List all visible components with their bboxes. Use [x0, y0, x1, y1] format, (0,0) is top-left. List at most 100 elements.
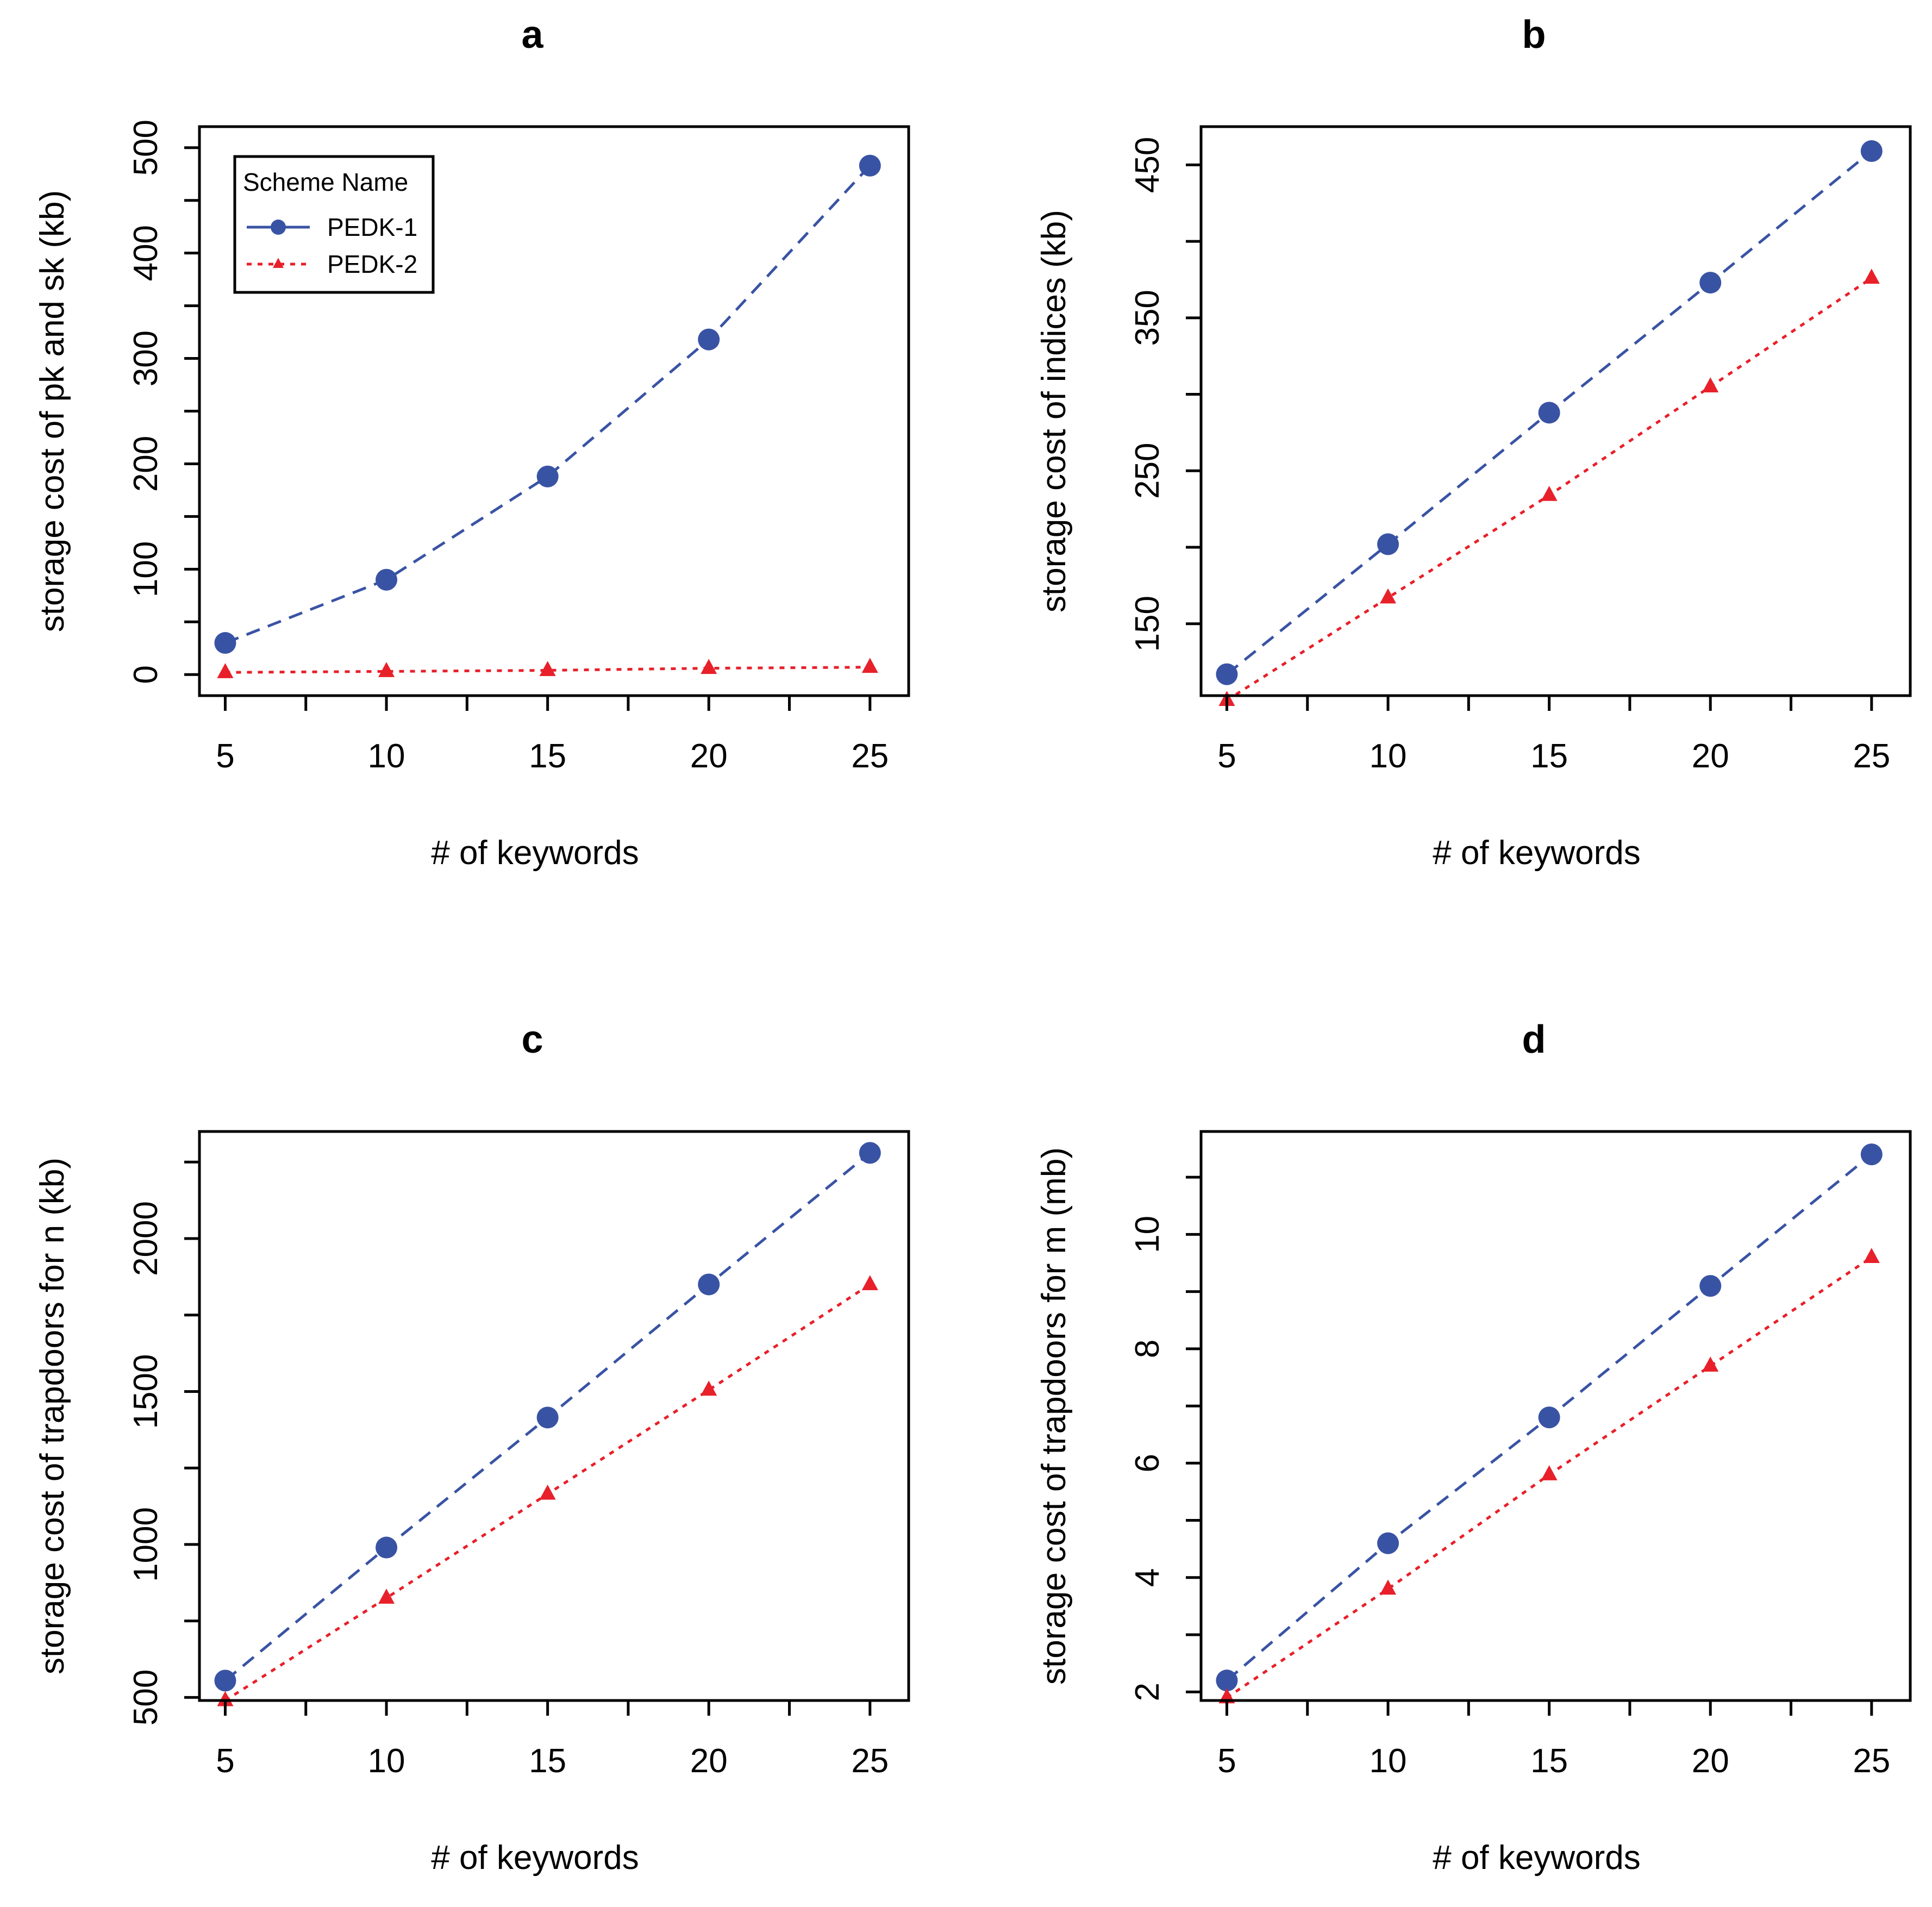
data-point-pedk-1 — [536, 465, 559, 487]
data-point-pedk-2 — [1702, 377, 1719, 392]
y-axis-label: storage cost of pk and sk (kb) — [34, 190, 71, 632]
y-tick-label: 200 — [127, 436, 165, 492]
data-point-pedk-2 — [701, 1380, 717, 1396]
data-point-pedk-1 — [859, 154, 881, 177]
data-point-pedk-2 — [378, 1589, 395, 1604]
x-tick-label: 10 — [1370, 737, 1407, 775]
data-point-pedk-1 — [1699, 272, 1722, 294]
data-point-pedk-1 — [214, 1670, 236, 1692]
y-tick-label: 500 — [127, 1670, 165, 1725]
x-tick-label: 10 — [368, 737, 405, 775]
x-tick-label: 15 — [1530, 737, 1568, 775]
x-axis-label: # of keywords — [431, 1839, 639, 1877]
data-point-pedk-1 — [859, 1142, 881, 1164]
data-point-pedk-1 — [698, 1273, 720, 1296]
y-tick-label: 6 — [1129, 1454, 1166, 1472]
data-point-pedk-1 — [1216, 1670, 1238, 1692]
data-point-pedk-1 — [376, 1536, 398, 1559]
y-tick-label: 300 — [127, 330, 165, 386]
y-tick-label: 100 — [127, 541, 165, 597]
panel-title: b — [1522, 13, 1546, 57]
y-tick-label: 450 — [1129, 137, 1166, 193]
legend-box — [233, 155, 435, 294]
x-tick-label: 10 — [1370, 1742, 1407, 1780]
data-point-pedk-1 — [214, 632, 236, 654]
panel-title: d — [1522, 1018, 1546, 1061]
plot-frame — [1199, 1130, 1912, 1702]
x-tick-label: 20 — [690, 1742, 728, 1780]
y-axis-label: storage cost of trapdoors for m (mb) — [1035, 1147, 1073, 1685]
x-tick-label: 25 — [851, 1742, 889, 1780]
y-tick-label: 10 — [1129, 1216, 1166, 1253]
x-tick-label: 15 — [1530, 1742, 1568, 1780]
panel-title: a — [521, 13, 543, 57]
data-point-pedk-2 — [1380, 588, 1397, 604]
legend-label: PEDK-1 — [327, 213, 417, 241]
plot-frame — [1199, 125, 1912, 697]
x-tick-label: 20 — [1692, 1742, 1729, 1780]
x-axis-label: # of keywords — [1433, 834, 1641, 872]
data-point-pedk-1 — [1377, 1532, 1399, 1554]
y-axis-label: storage cost of trapdoors for n (kb) — [34, 1158, 71, 1674]
data-point-pedk-2 — [1863, 1248, 1880, 1263]
chart-panel-a: a 5 10 15 20 25 0 100 200 300 400 500 # of keywords s… — [34, 13, 910, 872]
chart-panel-c: c 5 10 15 20 25 500 1000 1500 2000 # of keywords st… — [34, 1018, 910, 1877]
y-tick-label: 0 — [127, 665, 165, 684]
y-tick-label: 150 — [1129, 596, 1166, 652]
data-point-pedk-2 — [861, 1275, 878, 1290]
data-point-pedk-1 — [1860, 1143, 1883, 1166]
y-tick-label: 350 — [1129, 290, 1166, 346]
y-tick-label: 1500 — [127, 1354, 165, 1429]
x-tick-label: 20 — [1692, 737, 1729, 775]
data-point-pedk-1 — [376, 568, 398, 591]
x-tick-label: 5 — [216, 1742, 234, 1780]
x-tick-label: 10 — [368, 1742, 405, 1780]
chart-panel-b: b 5 10 15 20 25 150 250 350 450 # of keywords stora… — [1035, 13, 1912, 872]
panel-title: c — [521, 1018, 543, 1061]
series-line-pedk-2 — [225, 666, 870, 674]
y-tick-label: 4 — [1129, 1568, 1166, 1587]
data-point-pedk-2 — [539, 661, 556, 676]
data-point-pedk-2 — [861, 658, 878, 673]
x-tick-label: 5 — [216, 737, 234, 775]
legend-marker-circle — [271, 220, 286, 235]
data-point-pedk-2 — [217, 1691, 234, 1706]
data-point-pedk-1 — [698, 328, 720, 351]
data-point-pedk-2 — [539, 1484, 556, 1500]
data-point-pedk-2 — [1863, 268, 1880, 284]
plot-frame — [198, 1130, 910, 1702]
y-tick-label: 2 — [1129, 1683, 1166, 1701]
y-tick-label: 1000 — [127, 1507, 165, 1582]
y-tick-label: 8 — [1129, 1340, 1166, 1358]
x-tick-label: 25 — [1853, 1742, 1890, 1780]
series-line-pedk-1 — [224, 165, 871, 645]
data-point-pedk-1 — [1538, 402, 1560, 424]
x-tick-label: 5 — [1217, 737, 1236, 775]
x-tick-label: 20 — [690, 737, 728, 775]
data-point-pedk-2 — [378, 662, 395, 677]
data-point-pedk-1 — [536, 1406, 559, 1429]
data-point-pedk-1 — [1860, 140, 1883, 162]
data-point-pedk-2 — [1541, 486, 1558, 501]
data-point-pedk-1 — [1377, 533, 1399, 555]
x-axis-label: # of keywords — [1433, 1839, 1641, 1877]
x-axis-label: # of keywords — [431, 834, 639, 872]
y-tick-label: 400 — [127, 225, 165, 281]
x-tick-label: 15 — [529, 1742, 566, 1780]
data-point-pedk-2 — [1702, 1356, 1719, 1372]
data-point-pedk-2 — [217, 663, 234, 678]
y-axis-label: storage cost of indices (kb) — [1035, 210, 1073, 612]
x-tick-label: 25 — [851, 737, 889, 775]
data-point-pedk-1 — [1699, 1275, 1722, 1297]
data-point-pedk-1 — [1538, 1406, 1560, 1429]
legend: Scheme Name PEDK-1 PEDK-2 — [233, 155, 435, 294]
data-point-pedk-1 — [1216, 663, 1238, 685]
legend-marker-triangle — [273, 258, 284, 268]
y-tick-label: 2000 — [127, 1201, 165, 1276]
legend-title: Scheme Name — [243, 168, 408, 196]
legend-label: PEDK-2 — [327, 250, 417, 278]
x-tick-label: 25 — [1853, 737, 1890, 775]
y-tick-label: 500 — [127, 120, 165, 176]
data-point-pedk-2 — [1380, 1579, 1397, 1595]
